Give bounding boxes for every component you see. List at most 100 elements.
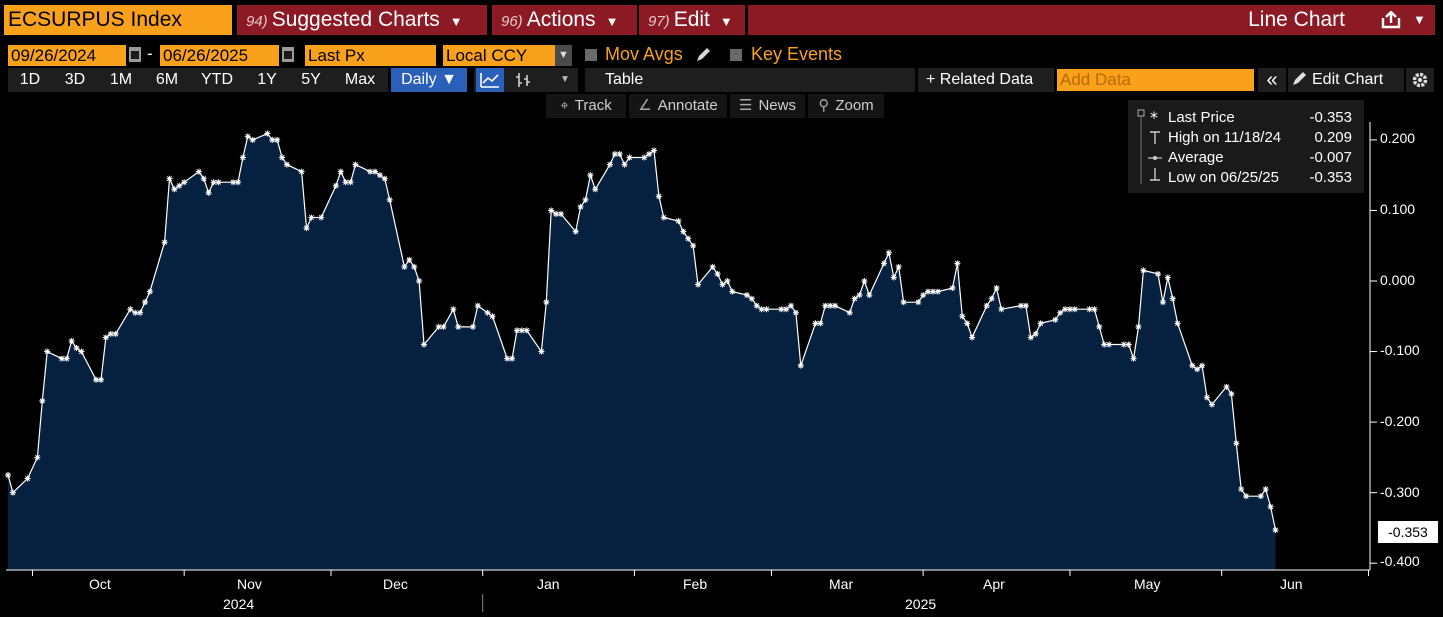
legend-average: Average -0.007 — [1168, 148, 1358, 168]
data-point — [367, 168, 374, 175]
data-point — [215, 179, 222, 186]
data-point — [406, 256, 413, 263]
track-label: Track — [574, 97, 612, 114]
data-point — [592, 186, 599, 193]
period-ytd[interactable]: YTD — [201, 71, 233, 88]
ticker-field[interactable]: ECSURPUS Index — [4, 5, 232, 35]
collapse-button[interactable]: « — [1258, 68, 1286, 92]
period-6m[interactable]: 6M — [155, 71, 179, 88]
period-1y[interactable]: 1Y — [257, 71, 277, 88]
data-point — [332, 182, 339, 189]
calendar-icon[interactable] — [282, 47, 294, 62]
x-month-label: Jan — [537, 576, 560, 592]
data-point — [846, 309, 853, 316]
period-1m[interactable]: 1M — [109, 71, 133, 88]
data-point — [489, 313, 496, 320]
data-point — [1052, 316, 1059, 323]
y-tick-label: -0.200 — [1380, 413, 1420, 429]
data-point — [239, 154, 246, 161]
key-events-checkbox[interactable] — [730, 49, 742, 61]
data-point — [866, 292, 873, 299]
data-point — [376, 172, 383, 179]
start-date-field[interactable]: 09/26/2024 — [8, 45, 126, 66]
pencil-icon[interactable] — [695, 47, 713, 63]
search-icon: ⚲ — [818, 97, 830, 114]
line-chart-style-button[interactable] — [476, 68, 504, 92]
period-3d[interactable]: 3D — [64, 71, 86, 88]
legend-label: High on 11/18/24 — [1168, 129, 1282, 146]
data-point — [1140, 267, 1147, 274]
key-events-label[interactable]: Key Events — [751, 44, 843, 64]
data-point — [572, 228, 579, 235]
data-point — [210, 179, 217, 186]
data-point — [993, 285, 1000, 292]
data-point — [964, 320, 971, 327]
annotate-icon: ∠ — [638, 97, 652, 114]
data-point — [851, 295, 858, 302]
edit-menu[interactable]: 97) Edit ▼ — [639, 5, 745, 35]
edit-chart-label: Edit Chart — [1312, 71, 1384, 88]
data-point — [176, 182, 183, 189]
data-point — [1130, 355, 1137, 362]
data-point — [900, 299, 907, 306]
edit-chart-button[interactable]: Edit Chart — [1288, 68, 1404, 92]
chart-type-title: Line Chart — [1248, 8, 1345, 31]
news-tool[interactable]: ☰ News — [730, 94, 805, 118]
data-point — [235, 179, 242, 186]
price-markers — [5, 130, 1279, 534]
period-max[interactable]: Max — [344, 71, 376, 88]
chevron-down-icon[interactable]: ▼ — [560, 74, 570, 85]
actions-menu[interactable]: 96) Actions ▼ — [492, 5, 637, 35]
data-point — [1057, 309, 1064, 316]
zoom-tool[interactable]: ⚲ Zoom — [808, 94, 884, 118]
add-data-input[interactable]: Add Data — [1057, 69, 1254, 91]
data-point — [24, 475, 31, 482]
data-point — [1022, 302, 1029, 309]
suggested-charts-menu[interactable]: 94) Suggested Charts ▼ — [237, 5, 487, 35]
data-point — [646, 151, 653, 158]
period-1d[interactable]: 1D — [19, 71, 41, 88]
data-point — [195, 168, 202, 175]
legend-high: High on 11/18/24 0.209 — [1168, 128, 1358, 148]
data-point — [44, 348, 51, 355]
data-point — [763, 306, 770, 313]
data-point — [1106, 341, 1113, 348]
data-point — [142, 299, 149, 306]
gear-icon — [1412, 72, 1428, 88]
table-button[interactable]: Table — [585, 68, 915, 92]
data-point — [1228, 390, 1235, 397]
calendar-icon[interactable] — [129, 47, 141, 62]
edit-label: Edit — [673, 8, 710, 31]
data-point — [553, 210, 560, 217]
data-point — [1125, 341, 1132, 348]
chevron-down-icon[interactable]: ▼ — [555, 45, 572, 66]
x-month-label: Oct — [89, 576, 111, 592]
export-icon[interactable] — [1380, 11, 1402, 29]
data-point — [1194, 366, 1201, 373]
data-point — [298, 168, 305, 175]
data-point — [1262, 486, 1269, 493]
bar-chart-style-button[interactable] — [510, 68, 536, 92]
settings-button[interactable] — [1406, 68, 1434, 92]
annotate-tool[interactable]: ∠ Annotate — [629, 94, 727, 118]
field-selector[interactable]: Last Px — [305, 45, 436, 66]
frequency-dropdown[interactable]: Daily ▼ — [391, 68, 467, 92]
track-tool[interactable]: ⌖ Track — [546, 94, 626, 118]
period-5y[interactable]: 5Y — [301, 71, 321, 88]
data-point — [181, 179, 188, 186]
price-chart[interactable] — [0, 96, 1443, 617]
data-point — [127, 306, 134, 313]
chevron-down-icon: ▼ — [719, 14, 733, 29]
chevron-down-icon[interactable]: ▼ — [1413, 12, 1426, 27]
currency-selector[interactable]: Local CCY — [443, 45, 555, 66]
mov-avgs-checkbox[interactable] — [585, 49, 597, 61]
data-point — [1189, 362, 1196, 369]
end-date-field[interactable]: 06/26/2025 — [160, 45, 279, 66]
data-point — [416, 278, 423, 284]
related-data-button[interactable]: + Related Data — [918, 68, 1054, 92]
data-point — [469, 323, 476, 330]
data-point — [641, 154, 648, 161]
x-month-label: Jun — [1280, 576, 1303, 592]
crosshair-icon: ⌖ — [560, 97, 569, 114]
mov-avgs-label[interactable]: Mov Avgs — [605, 44, 683, 64]
